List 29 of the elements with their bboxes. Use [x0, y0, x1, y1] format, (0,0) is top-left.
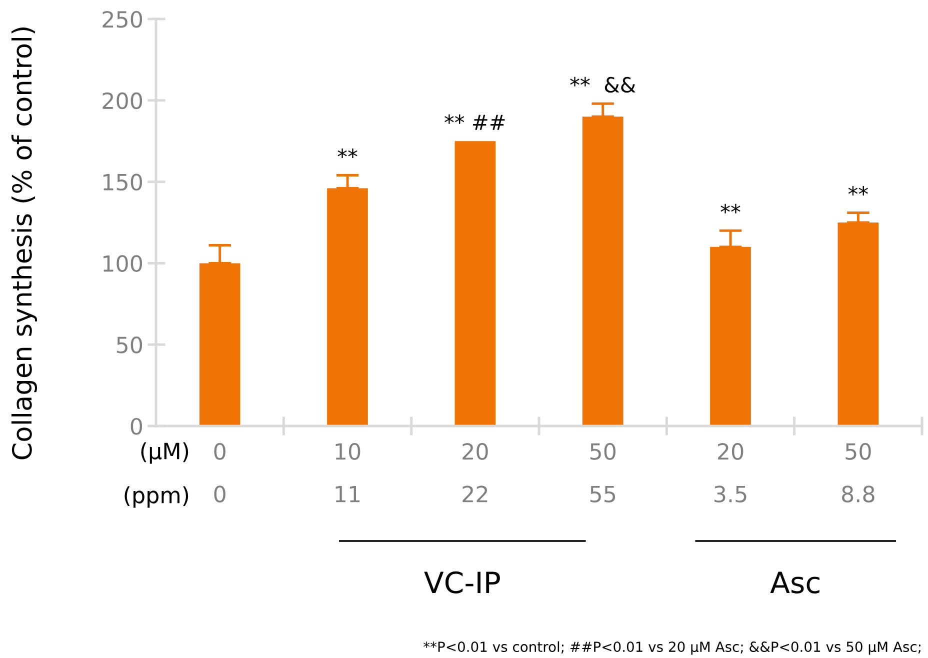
y-tick-label: 50: [116, 336, 142, 354]
y-tick-label: 200: [102, 92, 142, 110]
text: Asc: [770, 572, 820, 594]
bar: [838, 222, 879, 426]
y-tick-label: 100: [104, 255, 142, 272]
x-tick-label: 50 55: [590, 443, 616, 502]
x-tick-label: 50 8.8: [842, 443, 874, 502]
bar: [199, 263, 240, 426]
text: VC-IP: [424, 571, 500, 594]
annotation: **: [720, 204, 740, 214]
bar: [327, 188, 368, 426]
x-tick-label: 10 11: [336, 443, 360, 502]
x-tick-label: 20 22: [462, 443, 488, 502]
y-axis-title: Collagen synthesis (% of control): [11, 28, 37, 460]
text: (ppm): [124, 486, 188, 508]
annotation: ** &&: [570, 76, 636, 93]
bar: [582, 116, 624, 426]
x-tick-label: 0 0: [214, 443, 226, 502]
y-tick-label: 0: [130, 418, 142, 435]
annotation: **: [848, 186, 868, 196]
x-tick-label: 20 3.5: [714, 443, 746, 502]
text: **P<0.01 vs control; ##P<0.01 vs 20 μM Asc; &&P<0.01 vs 50 μM Asc;: [424, 641, 920, 655]
bar: [710, 246, 751, 426]
text: (μM): [141, 442, 188, 464]
annotation: ** ##: [444, 114, 505, 130]
bar: [454, 141, 496, 426]
y-tick-label: 150: [104, 174, 142, 191]
y-tick-label: 250: [102, 10, 142, 28]
annotation: **: [338, 148, 358, 158]
